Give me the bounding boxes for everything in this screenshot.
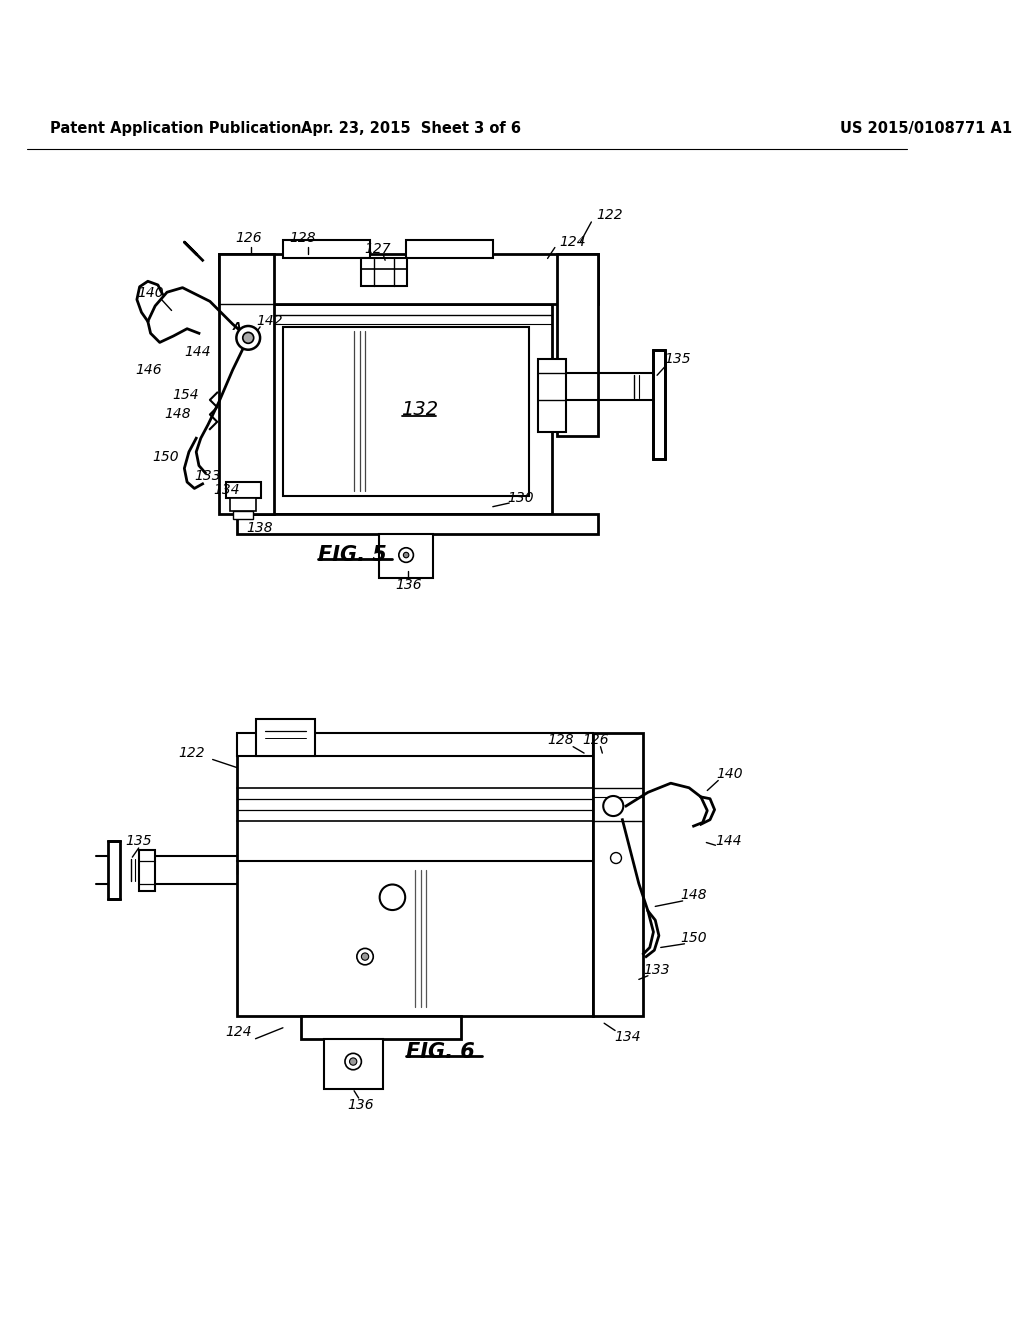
Bar <box>301 1016 461 1039</box>
Bar <box>283 327 529 496</box>
Text: Patent Application Publication: Patent Application Publication <box>50 121 302 136</box>
Text: A: A <box>233 322 242 331</box>
Circle shape <box>610 853 622 863</box>
Bar <box>238 751 593 1016</box>
Bar <box>138 850 156 891</box>
Circle shape <box>603 796 624 816</box>
Text: 140: 140 <box>137 286 164 300</box>
Text: 154: 154 <box>172 388 199 403</box>
Text: 142: 142 <box>257 314 284 327</box>
Bar <box>652 350 666 459</box>
Text: 136: 136 <box>347 1098 374 1113</box>
Text: 126: 126 <box>583 734 609 747</box>
Bar <box>557 253 598 437</box>
Text: 146: 146 <box>135 363 162 376</box>
Text: 144: 144 <box>184 346 211 359</box>
Text: 127: 127 <box>365 243 391 256</box>
Text: FIG. 5: FIG. 5 <box>317 545 386 565</box>
Bar <box>539 359 566 432</box>
Bar <box>219 253 598 304</box>
Text: 132: 132 <box>401 400 438 418</box>
Circle shape <box>361 953 369 960</box>
Text: 134: 134 <box>213 483 240 498</box>
Text: 124: 124 <box>560 235 587 249</box>
Circle shape <box>345 1053 361 1069</box>
Text: 134: 134 <box>614 1030 641 1044</box>
Bar <box>108 841 121 899</box>
Bar <box>593 733 643 1016</box>
Circle shape <box>356 948 374 965</box>
Circle shape <box>403 552 409 558</box>
Bar <box>238 513 598 535</box>
Text: 138: 138 <box>247 520 273 535</box>
Circle shape <box>349 1057 356 1065</box>
Bar <box>230 499 256 511</box>
Bar <box>256 719 314 756</box>
Bar <box>324 1039 383 1089</box>
Text: 124: 124 <box>225 1026 253 1039</box>
Text: Apr. 23, 2015  Sheet 3 of 6: Apr. 23, 2015 Sheet 3 of 6 <box>301 121 520 136</box>
Bar <box>407 240 493 259</box>
Text: 126: 126 <box>234 231 261 246</box>
Text: 135: 135 <box>125 834 152 847</box>
Text: 128: 128 <box>547 734 573 747</box>
Text: 148: 148 <box>680 888 707 903</box>
Text: 128: 128 <box>290 231 316 246</box>
Text: 122: 122 <box>596 207 623 222</box>
Bar <box>226 482 261 499</box>
Text: +: + <box>608 800 618 813</box>
Bar <box>269 304 552 513</box>
Text: 136: 136 <box>395 578 422 593</box>
Text: 150: 150 <box>680 932 707 945</box>
Circle shape <box>380 884 406 909</box>
Text: 140: 140 <box>717 767 743 781</box>
Text: US 2015/0108771 A1: US 2015/0108771 A1 <box>840 121 1012 136</box>
Circle shape <box>237 326 260 350</box>
Text: 122: 122 <box>178 746 205 760</box>
Circle shape <box>243 333 254 343</box>
Text: 133: 133 <box>195 469 221 483</box>
Circle shape <box>398 548 414 562</box>
Text: 150: 150 <box>153 450 179 465</box>
Text: 135: 135 <box>664 352 690 366</box>
Text: FIG. 6: FIG. 6 <box>407 1043 475 1063</box>
Bar <box>283 240 370 259</box>
Bar <box>238 733 593 756</box>
Bar <box>361 259 407 286</box>
Bar <box>379 535 433 578</box>
Text: 133: 133 <box>644 964 671 977</box>
Text: 130: 130 <box>507 491 534 506</box>
Bar <box>219 253 273 513</box>
Text: 148: 148 <box>165 407 191 421</box>
Bar <box>232 511 253 519</box>
Text: 144: 144 <box>715 834 741 847</box>
